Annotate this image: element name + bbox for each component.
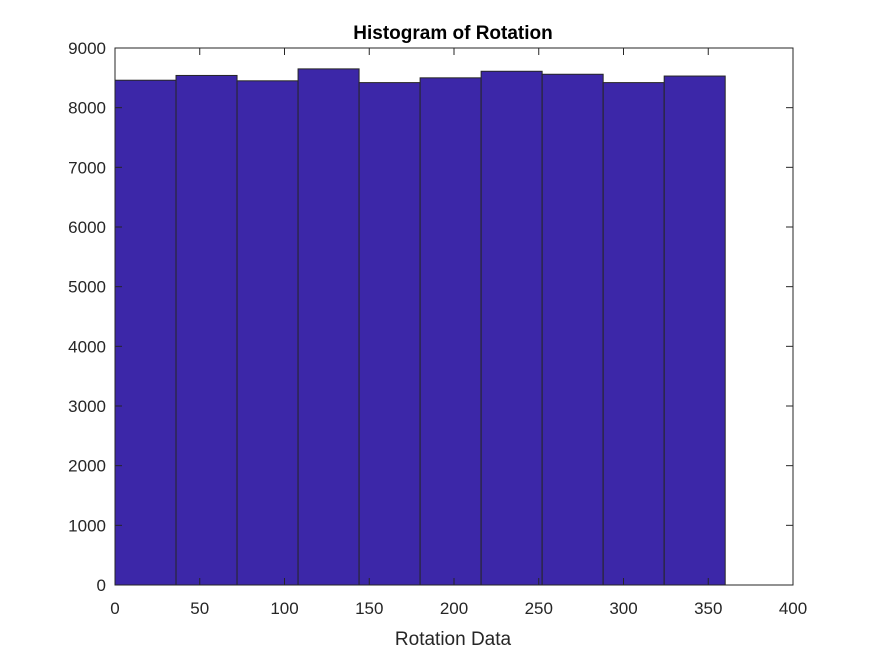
y-tick-label: 3000 <box>68 397 106 416</box>
y-tick-label: 7000 <box>68 158 106 177</box>
histogram-bar <box>114 79 177 586</box>
x-tick-label: 350 <box>694 599 722 618</box>
histogram-bar <box>541 73 604 586</box>
y-tick-label: 9000 <box>68 39 106 58</box>
bars-group <box>114 68 726 586</box>
y-tick-label: 2000 <box>68 457 106 476</box>
x-tick-label: 300 <box>609 599 637 618</box>
y-tick-label: 8000 <box>68 99 106 118</box>
y-tick-label: 1000 <box>68 516 106 535</box>
histogram-bar <box>663 75 726 586</box>
y-tick-label: 6000 <box>68 218 106 237</box>
x-tick-label: 400 <box>779 599 807 618</box>
x-tick-label: 250 <box>525 599 553 618</box>
ticks-group: 0 50 100 150 200 250 300 350 4000100020003000400… <box>68 39 807 618</box>
histogram-bar <box>297 68 360 586</box>
x-axis-label: Rotation Data <box>395 629 512 650</box>
x-tick-label: 100 <box>270 599 298 618</box>
x-tick-label: 200 <box>440 599 468 618</box>
histogram-bar <box>236 80 299 586</box>
y-tick-label: 5000 <box>68 278 106 297</box>
y-tick-label: 4000 <box>68 337 106 356</box>
histogram-bar <box>419 77 482 586</box>
histogram-bar <box>602 82 665 586</box>
y-tick-label: 0 <box>97 576 106 595</box>
x-tick-label: 50 <box>190 599 209 618</box>
chart-title: Histogram of Rotation <box>353 23 553 44</box>
histogram-bar <box>175 74 238 586</box>
histogram-bar <box>358 82 421 586</box>
x-tick-label: 0 <box>110 599 119 618</box>
x-tick-label: 150 <box>355 599 383 618</box>
histogram-bar <box>480 70 543 586</box>
